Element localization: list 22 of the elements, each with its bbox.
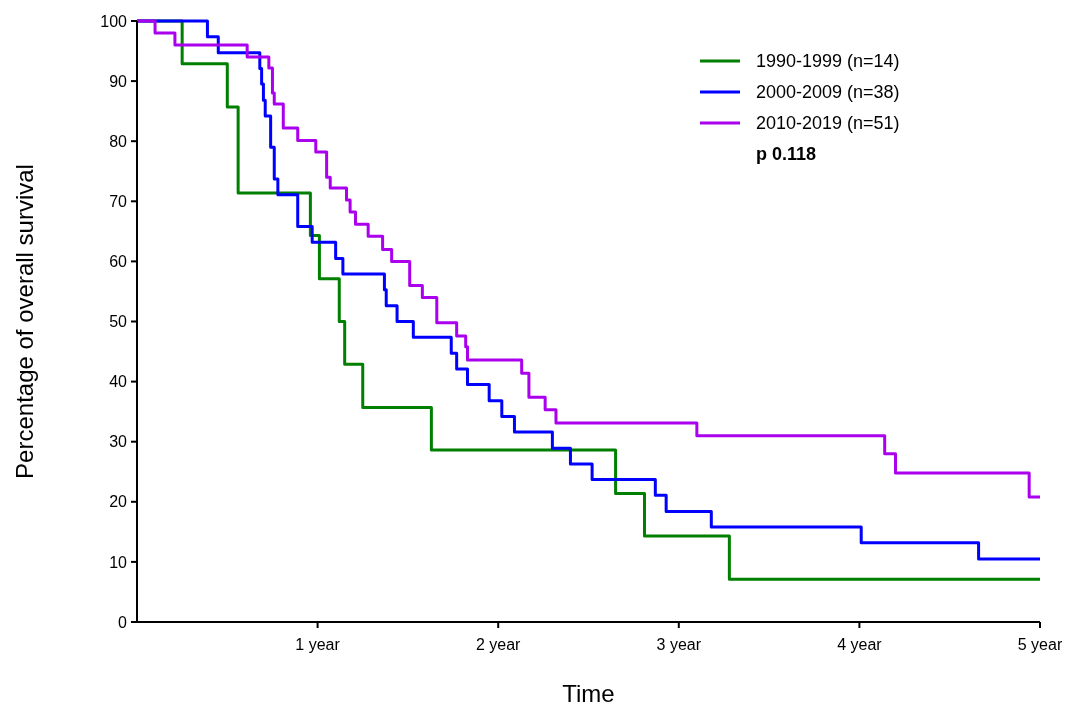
y-tick-label: 20 <box>109 493 128 511</box>
y-tick-label: 90 <box>109 72 128 90</box>
y-tick-label: 30 <box>109 433 128 451</box>
y-tick-label: 50 <box>109 313 128 331</box>
y-axis-title: Percentage of overall survival <box>11 164 38 479</box>
legend-label: 2010-2019 (n=51) <box>756 113 900 134</box>
y-tick-label: 100 <box>100 12 128 30</box>
y-tick-label: 70 <box>109 192 128 210</box>
annotation: p 0.118 <box>756 144 817 165</box>
y-tick-label: 10 <box>109 553 128 571</box>
legend-label: 2000-2009 (n=38) <box>756 82 900 103</box>
y-tick-label: 60 <box>109 253 128 270</box>
y-tick-label: 80 <box>109 132 128 150</box>
x-tick-label: 1 year <box>295 636 341 653</box>
x-axis-title: Time <box>562 680 615 707</box>
x-tick-label: 3 year <box>656 636 702 653</box>
x-tick-label: 5 year <box>1017 636 1063 653</box>
x-tick-label: 4 year <box>837 636 883 653</box>
y-tick-label: 0 <box>118 613 128 631</box>
x-tick-label: 2 year <box>475 636 522 653</box>
y-tick-label: 40 <box>109 373 128 391</box>
legend-label: 1990-1999 (n=14) <box>756 51 900 72</box>
